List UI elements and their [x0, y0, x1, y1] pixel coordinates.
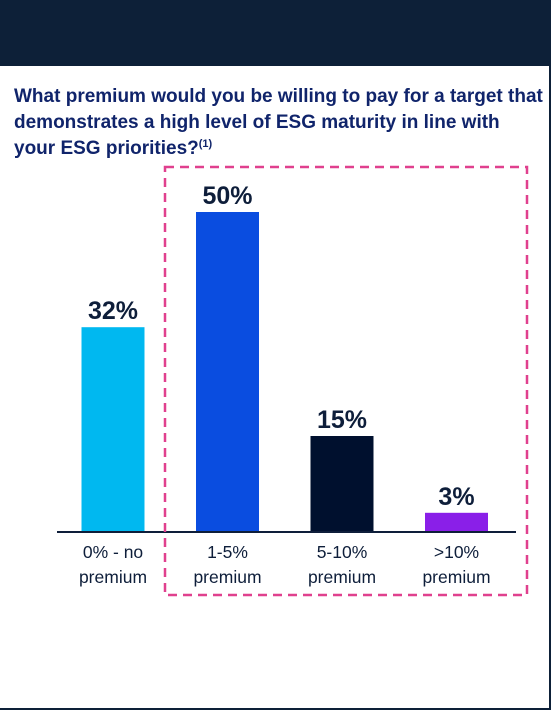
category-label-2-line-1: 1-5%	[207, 542, 248, 562]
bar-1	[81, 327, 145, 532]
value-label-3: 15%	[317, 406, 367, 434]
category-label-4-line-1: >10%	[434, 542, 479, 562]
category-label-3-line-2: premium	[308, 567, 376, 587]
category-label-4-line-2: premium	[422, 567, 490, 587]
chart-frame	[0, 66, 551, 710]
category-label-1-line-2: premium	[79, 567, 147, 587]
highlight-box	[163, 165, 529, 597]
bar-3	[310, 436, 374, 532]
value-label-4: 3%	[438, 483, 474, 511]
question-footnote: (1)	[198, 138, 213, 150]
category-label-2-line-2: premium	[193, 567, 261, 587]
category-label-3-line-1: 5-10%	[317, 542, 368, 562]
header-band	[0, 0, 551, 66]
chart-question: What premium would you be willing to pay…	[14, 84, 544, 162]
category-label-1-line-1: 0% - no	[83, 542, 143, 562]
bar-4	[425, 512, 488, 532]
bar-2	[196, 212, 259, 532]
value-label-1: 32%	[88, 297, 138, 325]
value-label-2: 50%	[202, 182, 252, 210]
question-text: What premium would you be willing to pay…	[14, 86, 543, 159]
